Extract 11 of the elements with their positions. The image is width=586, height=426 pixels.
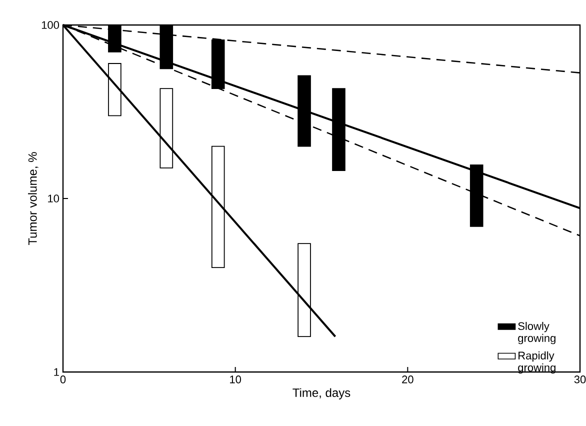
y-tick-label: 100 <box>42 21 60 29</box>
x-tick-label: 0 <box>60 376 66 384</box>
y-tick-label: 10 <box>48 194 60 202</box>
x-tick-label: 10 <box>230 376 242 384</box>
x-axis-title: Time, days <box>292 388 350 400</box>
y-tick-label: 1 <box>54 368 59 376</box>
legend-label: Slowly growing <box>518 322 556 344</box>
y-axis-title: Tumor volume, % <box>28 152 38 246</box>
legend-label: Rapidly growing <box>518 351 556 374</box>
x-tick-label: 30 <box>574 376 586 384</box>
x-tick-label: 20 <box>402 376 414 384</box>
